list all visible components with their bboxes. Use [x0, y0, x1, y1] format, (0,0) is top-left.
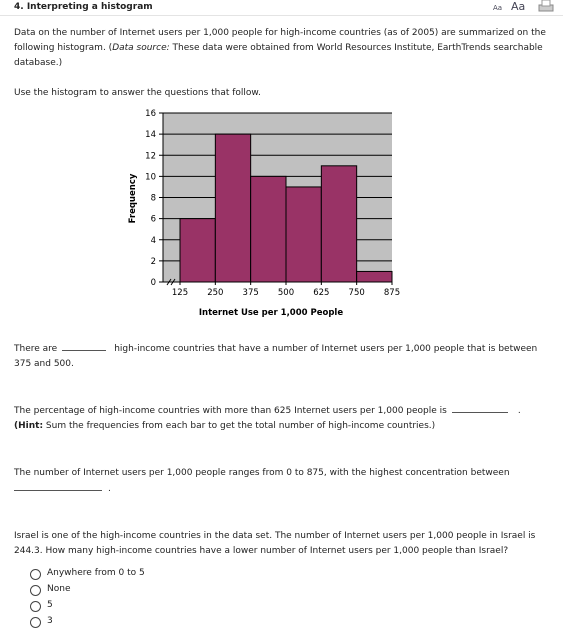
option-label[interactable]: 5	[47, 600, 53, 610]
instruction: Use the histogram to answer the question…	[14, 88, 261, 98]
y-tick-label: 2	[151, 257, 156, 267]
y-tick-label: 0	[151, 278, 156, 288]
question-2: The percentage of high-income countries …	[14, 403, 546, 434]
y-tick-label: 16	[145, 109, 156, 119]
x-axis-label: Internet Use per 1,000 People	[199, 308, 343, 318]
y-tick-label: 10	[145, 172, 156, 182]
x-tick-label: 750	[349, 288, 365, 298]
x-tick-label: 875	[384, 288, 400, 298]
intro-paragraph: Data on the number of Internet users per…	[14, 26, 546, 71]
x-tick-label: 625	[313, 288, 329, 298]
bar	[250, 175, 287, 283]
option-label[interactable]: 3	[47, 616, 53, 626]
header-rule	[0, 15, 563, 16]
x-tick-label: 500	[278, 288, 294, 298]
question-text: high-income countries that have a number…	[14, 344, 538, 369]
bar	[179, 218, 216, 283]
radio-button[interactable]	[30, 601, 41, 612]
radio-button[interactable]	[30, 617, 41, 628]
y-tick-label: 6	[151, 215, 156, 225]
radio-button[interactable]	[30, 569, 41, 580]
y-tick-label: 4	[151, 236, 156, 246]
bar	[320, 165, 358, 283]
question-title: 4. Interpreting a histogram	[14, 2, 153, 12]
question-1: There are high-income countries that have…	[14, 341, 546, 372]
question-4: Israel is one of the high-income countri…	[14, 531, 536, 556]
option-label[interactable]: None	[47, 584, 71, 594]
answer-blank[interactable]	[62, 341, 107, 351]
hint-label: (Hint:	[14, 421, 44, 431]
answer-blank[interactable]	[14, 481, 102, 491]
font-small-button[interactable]: Aa	[493, 4, 503, 12]
answer-blank[interactable]	[451, 403, 508, 413]
printer-paper	[541, 0, 551, 7]
question-text: .	[108, 484, 111, 494]
histogram: 0 2 4 6 8 10 12 14 16 125 250 375 500 625 750 875 Intern…	[128, 109, 400, 318]
x-tick-label: 250	[207, 288, 223, 298]
radio-button[interactable]	[30, 585, 41, 596]
hint-text: Sum the frequencies from each bar to get…	[43, 421, 436, 431]
y-tick-label: 12	[145, 151, 156, 161]
print-icon[interactable]	[538, 0, 554, 14]
question-text: .	[517, 406, 521, 416]
axis-break	[166, 278, 176, 286]
y-tick-label: 14	[145, 130, 156, 140]
intro-text: These data were obtained from World Reso…	[14, 43, 543, 68]
x-tick-label: 375	[243, 288, 259, 298]
y-tick-label: 8	[151, 194, 156, 204]
option-label[interactable]: Anywhere from 0 to 5	[47, 568, 145, 578]
intro-text: Data on the number of Internet users per…	[14, 28, 546, 53]
font-large-button[interactable]: Aa	[511, 0, 526, 13]
question-text: The number of Internet users per 1,000 p…	[14, 468, 510, 478]
bar	[356, 270, 393, 283]
bar	[214, 133, 252, 283]
source-label: Data source:	[112, 43, 170, 53]
question-text: The percentage of high-income countries …	[14, 406, 447, 416]
question-text: There are	[14, 344, 58, 354]
x-tick-label: 125	[172, 288, 188, 298]
bar	[285, 186, 322, 283]
y-axis-label: Frequency	[128, 173, 138, 223]
question-3: The number of Internet users per 1,000 p…	[14, 466, 546, 497]
